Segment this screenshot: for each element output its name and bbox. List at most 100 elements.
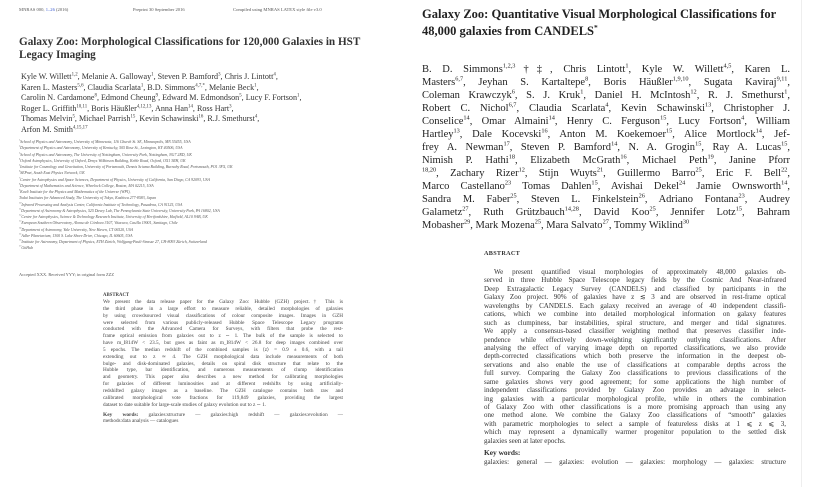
author-name: Mobasher: [422, 220, 464, 231]
author-name: , Alice Mortlock: [672, 129, 756, 140]
abstract-line: bulge- and disk-dominated galaxies, deta…: [103, 360, 343, 367]
affiliation-superscript: 25: [510, 192, 517, 200]
author-name: , Anna Han: [151, 103, 189, 113]
author-name: , Edward M. Edmondson: [158, 93, 240, 103]
affiliation: 11Department of Astronomy & Astrophysics…: [19, 207, 220, 213]
affiliation: 2Department of Physics and Astronomy, Un…: [19, 144, 183, 151]
abstract-line: pendence while effectively down-weightin…: [484, 335, 786, 344]
author-name: Carolin N. Cardamone: [21, 93, 95, 103]
abstract-body: We present the data release paper for th…: [103, 299, 343, 409]
author-name: , Lucy Fortson: [666, 116, 742, 127]
keywords: Key words: galaxies: general — galaxies:…: [484, 448, 786, 466]
abstract-line: independent classifications provided by …: [484, 386, 786, 395]
preprint-date: Preprint 30 September 2016: [133, 7, 185, 12]
abstract-line: servations and also enable the use of cl…: [484, 360, 786, 369]
abstract-heading: ABSTRACT: [484, 250, 521, 257]
affiliation-superscript: 4,5: [723, 62, 732, 70]
abstract-line: 5 epochs. The median redshift of the com…: [103, 346, 343, 353]
affiliation-superscript: 3: [229, 104, 232, 110]
author-name: ,: [787, 181, 790, 192]
affiliation-superscript: 8: [585, 75, 589, 83]
author-name: Kyle W. Willett: [21, 72, 72, 81]
affiliation-superscript: 4,12,13: [136, 104, 152, 110]
abstract-line: were selected from various publicly-rele…: [103, 319, 343, 326]
author-name: , Melanie A. Galloway: [77, 72, 152, 81]
affiliation-superscript: 9,11: [776, 75, 788, 83]
keywords-line: Key words: galaxies:structure — galaxies…: [103, 412, 343, 419]
author-name: , Karen L.: [731, 64, 791, 75]
affiliation-superscript: 15: [735, 205, 743, 213]
affiliation-superscript: 15: [666, 127, 673, 135]
abstract-line: which may represent a dynamically warmer…: [484, 428, 786, 437]
author-name: , N. A. Grogin: [617, 142, 696, 153]
author-name: , Bahram: [742, 207, 790, 218]
affiliation-superscript: 5: [72, 114, 75, 120]
affiliation-superscript: 6: [511, 88, 515, 96]
keywords-label: Key words:: [484, 448, 521, 458]
abstract-line: analysing the effect of varying image de…: [484, 343, 786, 352]
affiliation-superscript: 6,7: [508, 101, 517, 109]
page-range-link[interactable]: 1–26: [45, 7, 55, 12]
author-name: ,: [231, 103, 234, 113]
keywords-line: galaxies: general — galaxies: evolution …: [484, 457, 786, 466]
author-name: , Stijn Wuyts: [524, 168, 597, 179]
affiliation-superscript: 1: [140, 82, 144, 88]
abstract-line: served in three Hubble Space Telescope l…: [484, 276, 786, 285]
author-line: Thomas Melvin5, Michael Parrish15, Kevin…: [21, 114, 391, 125]
author-name: Sandra M. Faber: [422, 194, 511, 205]
author-name: Arfon M. Smith: [21, 124, 73, 134]
author-line: Marco Castellano23 Tomas Dahlen15, Avish…: [422, 180, 790, 193]
affiliation-superscript: 18,20: [422, 166, 437, 174]
author-name: , Ruth Grützbauch: [468, 207, 565, 218]
author-name: , Ross Hart: [192, 103, 230, 113]
affiliation: 1School of Physics and Astronomy, Univer…: [19, 138, 191, 144]
abstract-line: redshifted galaxy images as a baseline. …: [103, 387, 343, 394]
author-line: Arfon M. Smith4,15,17: [21, 125, 391, 136]
affiliation: 5Institute for Cosmology and Gravitation…: [19, 163, 233, 169]
affiliation-superscript: 13: [704, 101, 712, 109]
author-name: , Henry C. Ferguson: [554, 116, 661, 127]
abstract-line: We present the data release paper for th…: [103, 299, 343, 305]
author-line: Conselice14, Omar Almaini14, Henry C. Fe…: [422, 115, 790, 128]
abstract-line: full survey. Comparing the Galaxy Zoo cl…: [484, 369, 786, 378]
abstract-line: We present quantified visual morphologie…: [494, 268, 786, 276]
abstract-line: for galaxies of different luminosities a…: [103, 381, 343, 388]
author-name: Coleman Krawczyk: [422, 90, 512, 101]
author-name: Marco Castellano: [422, 181, 505, 192]
author-name: Jamie Ownsworth: [685, 181, 782, 192]
affiliation-superscript: 1: [297, 93, 300, 99]
keywords-text: galaxies:structure — galaxies:high redsh…: [148, 411, 343, 418]
journal-ref: MNRAS 000,: [19, 7, 45, 12]
abstract-line: with parametric morphologies to select a…: [484, 419, 786, 428]
affiliation: 17GitHub: [19, 244, 34, 251]
abstract-body: We present quantified visual morphologie…: [484, 268, 786, 445]
author-name: , David Koo: [578, 207, 650, 218]
author-name: , Janine Pforr: [713, 155, 790, 166]
affiliation-superscript: 6,7: [455, 75, 464, 83]
abstract-line: extending out to z ≃ 4. The GZH morpholo…: [103, 353, 343, 360]
author-name: , Claudia Scarlata: [83, 82, 141, 92]
author-name: , Michael Peth: [626, 155, 708, 166]
affiliation-superscript: 15: [591, 179, 598, 187]
affiliation-superscript: 30: [682, 218, 690, 226]
author-name: , Audrey: [744, 194, 790, 205]
affiliation-superscript: 1: [254, 82, 257, 88]
affiliation-superscript: 24: [679, 179, 686, 187]
author-line: Hartley13, Dale Kocevski16, Anton M. Koe…: [422, 128, 790, 141]
author-line: Kyle W. Willett1,2, Melanie A. Galloway1…: [21, 72, 391, 83]
author-name: , Boris Häußler: [588, 77, 673, 88]
author-name: , Boris Häußler: [87, 103, 137, 113]
author-name: frey A. Newman: [422, 142, 504, 153]
affiliation-superscript: 4: [273, 72, 276, 78]
affiliation: 4Oxford Astrophysics, University of Oxfo…: [19, 157, 186, 163]
affiliation-superscript: 14: [755, 127, 762, 135]
author-name: B. D. Simmons: [422, 64, 503, 75]
affiliation-superscript: 25: [649, 205, 656, 213]
abstract-line: cations, which we combine into detailed …: [484, 310, 786, 319]
affiliation-superscript: 1: [784, 88, 788, 96]
author-name: , Omar Almaini: [469, 116, 549, 127]
keywords: Key words: galaxies:structure — galaxies…: [103, 412, 343, 425]
page-edge: [801, 0, 802, 487]
author-list: B. D. Simmons1,2,3†‡, Chris Lintott1, Ky…: [422, 63, 790, 232]
author-name: , William: [744, 116, 791, 127]
